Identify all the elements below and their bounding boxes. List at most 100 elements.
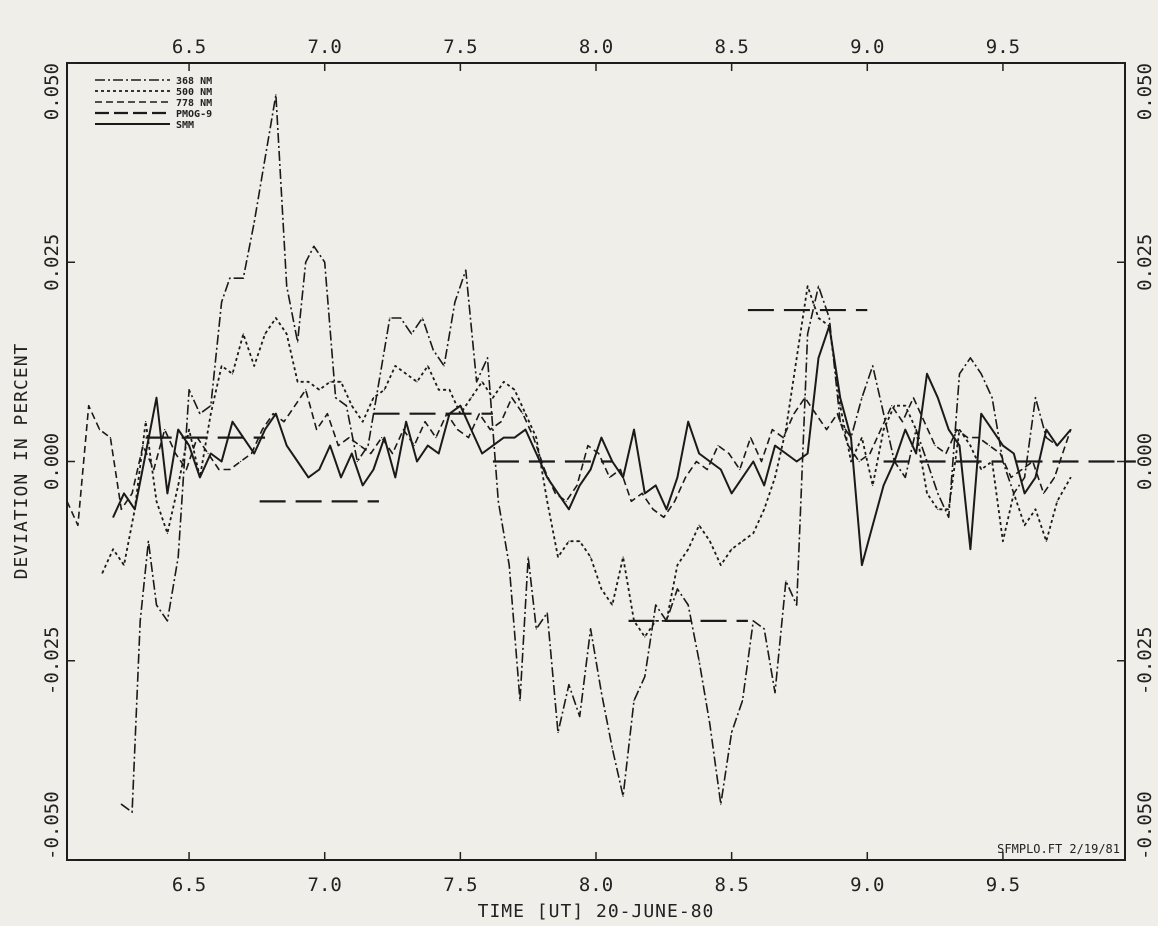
data-point (524, 429, 527, 431)
data-point (1056, 500, 1058, 502)
data-point (1002, 540, 1004, 542)
data-point (771, 429, 773, 431)
data-point (400, 317, 402, 319)
data-point (641, 492, 643, 494)
data-point (828, 317, 830, 319)
data-point (231, 421, 234, 423)
series-line (101, 285, 1072, 638)
data-point (980, 468, 982, 471)
data-point (424, 421, 426, 423)
data-point (448, 389, 451, 391)
data-point (945, 452, 947, 455)
data-point (275, 413, 277, 415)
data-point (655, 604, 657, 606)
data-point (207, 452, 209, 455)
data-point (956, 429, 958, 431)
data-point (438, 389, 440, 391)
data-point (221, 460, 223, 463)
data-point (535, 452, 537, 455)
data-point (345, 405, 348, 407)
data-point (774, 444, 776, 447)
data-point (481, 381, 483, 383)
data-point (389, 317, 391, 319)
x-tick-label: 6.5 (172, 36, 206, 58)
data-point (839, 397, 841, 399)
data-point (999, 452, 1001, 455)
y-tick-label: 0.025 (41, 234, 63, 291)
data-point (514, 436, 516, 439)
data-point (356, 460, 358, 463)
data-point (731, 492, 733, 494)
data-point (155, 604, 158, 606)
data-point (752, 620, 754, 622)
data-point (1045, 540, 1047, 542)
data-point (519, 700, 521, 702)
data-point (164, 429, 166, 431)
legend-label: 368 NM (176, 76, 212, 87)
y-tick-label: 0.000 (1134, 433, 1156, 490)
data-point (305, 261, 307, 263)
data-point (619, 468, 622, 471)
data-point (362, 484, 364, 487)
data-point (218, 468, 220, 471)
file-annotation: SFMPLO.FT 2/19/81 (997, 842, 1120, 856)
data-point (185, 468, 187, 471)
data-point (948, 508, 950, 510)
x-tick-label: 9.0 (850, 36, 884, 58)
data-point (709, 540, 711, 542)
data-point (872, 524, 874, 526)
data-point (912, 397, 915, 399)
data-point (147, 540, 149, 542)
data-point (329, 444, 331, 447)
data-point (934, 444, 936, 447)
data-point (904, 405, 906, 407)
data-point (861, 397, 863, 399)
data-point (611, 604, 613, 606)
data-point (880, 429, 882, 431)
data-point (698, 660, 700, 662)
data-point (416, 381, 418, 383)
data-point (815, 413, 817, 415)
data-point (177, 429, 179, 431)
data-point (652, 508, 654, 510)
data-point (527, 556, 529, 558)
data-point (850, 436, 852, 439)
y-tick-label: -0.050 (41, 791, 63, 860)
data-point (372, 397, 375, 399)
data-point (872, 484, 874, 487)
data-point (579, 484, 581, 487)
data-point (695, 460, 697, 463)
data-point (882, 413, 885, 415)
data-point (807, 333, 809, 335)
series-500-nm (101, 285, 1072, 638)
data-point (508, 564, 510, 566)
data-point (644, 636, 646, 638)
data-point (145, 421, 147, 423)
data-point (286, 444, 288, 447)
data-point (739, 468, 741, 471)
data-point (177, 556, 179, 558)
data-point (644, 676, 646, 678)
data-point (633, 429, 635, 431)
data-point (166, 532, 168, 534)
data-point (383, 436, 385, 439)
data-point (275, 317, 277, 319)
data-point (958, 373, 961, 375)
data-point (1002, 444, 1004, 447)
data-point (967, 436, 969, 439)
data-point (253, 452, 255, 455)
data-point (828, 325, 830, 327)
data-point (847, 444, 849, 447)
data-point (546, 476, 548, 479)
data-point (112, 516, 114, 518)
data-point (210, 405, 212, 407)
x-tick-label: 9.5 (986, 874, 1020, 896)
data-point (315, 429, 318, 431)
data-point (242, 277, 244, 279)
data-point (850, 460, 852, 463)
data-point (188, 429, 190, 431)
data-point (763, 628, 765, 630)
data-point (166, 492, 168, 494)
data-point (557, 556, 559, 558)
